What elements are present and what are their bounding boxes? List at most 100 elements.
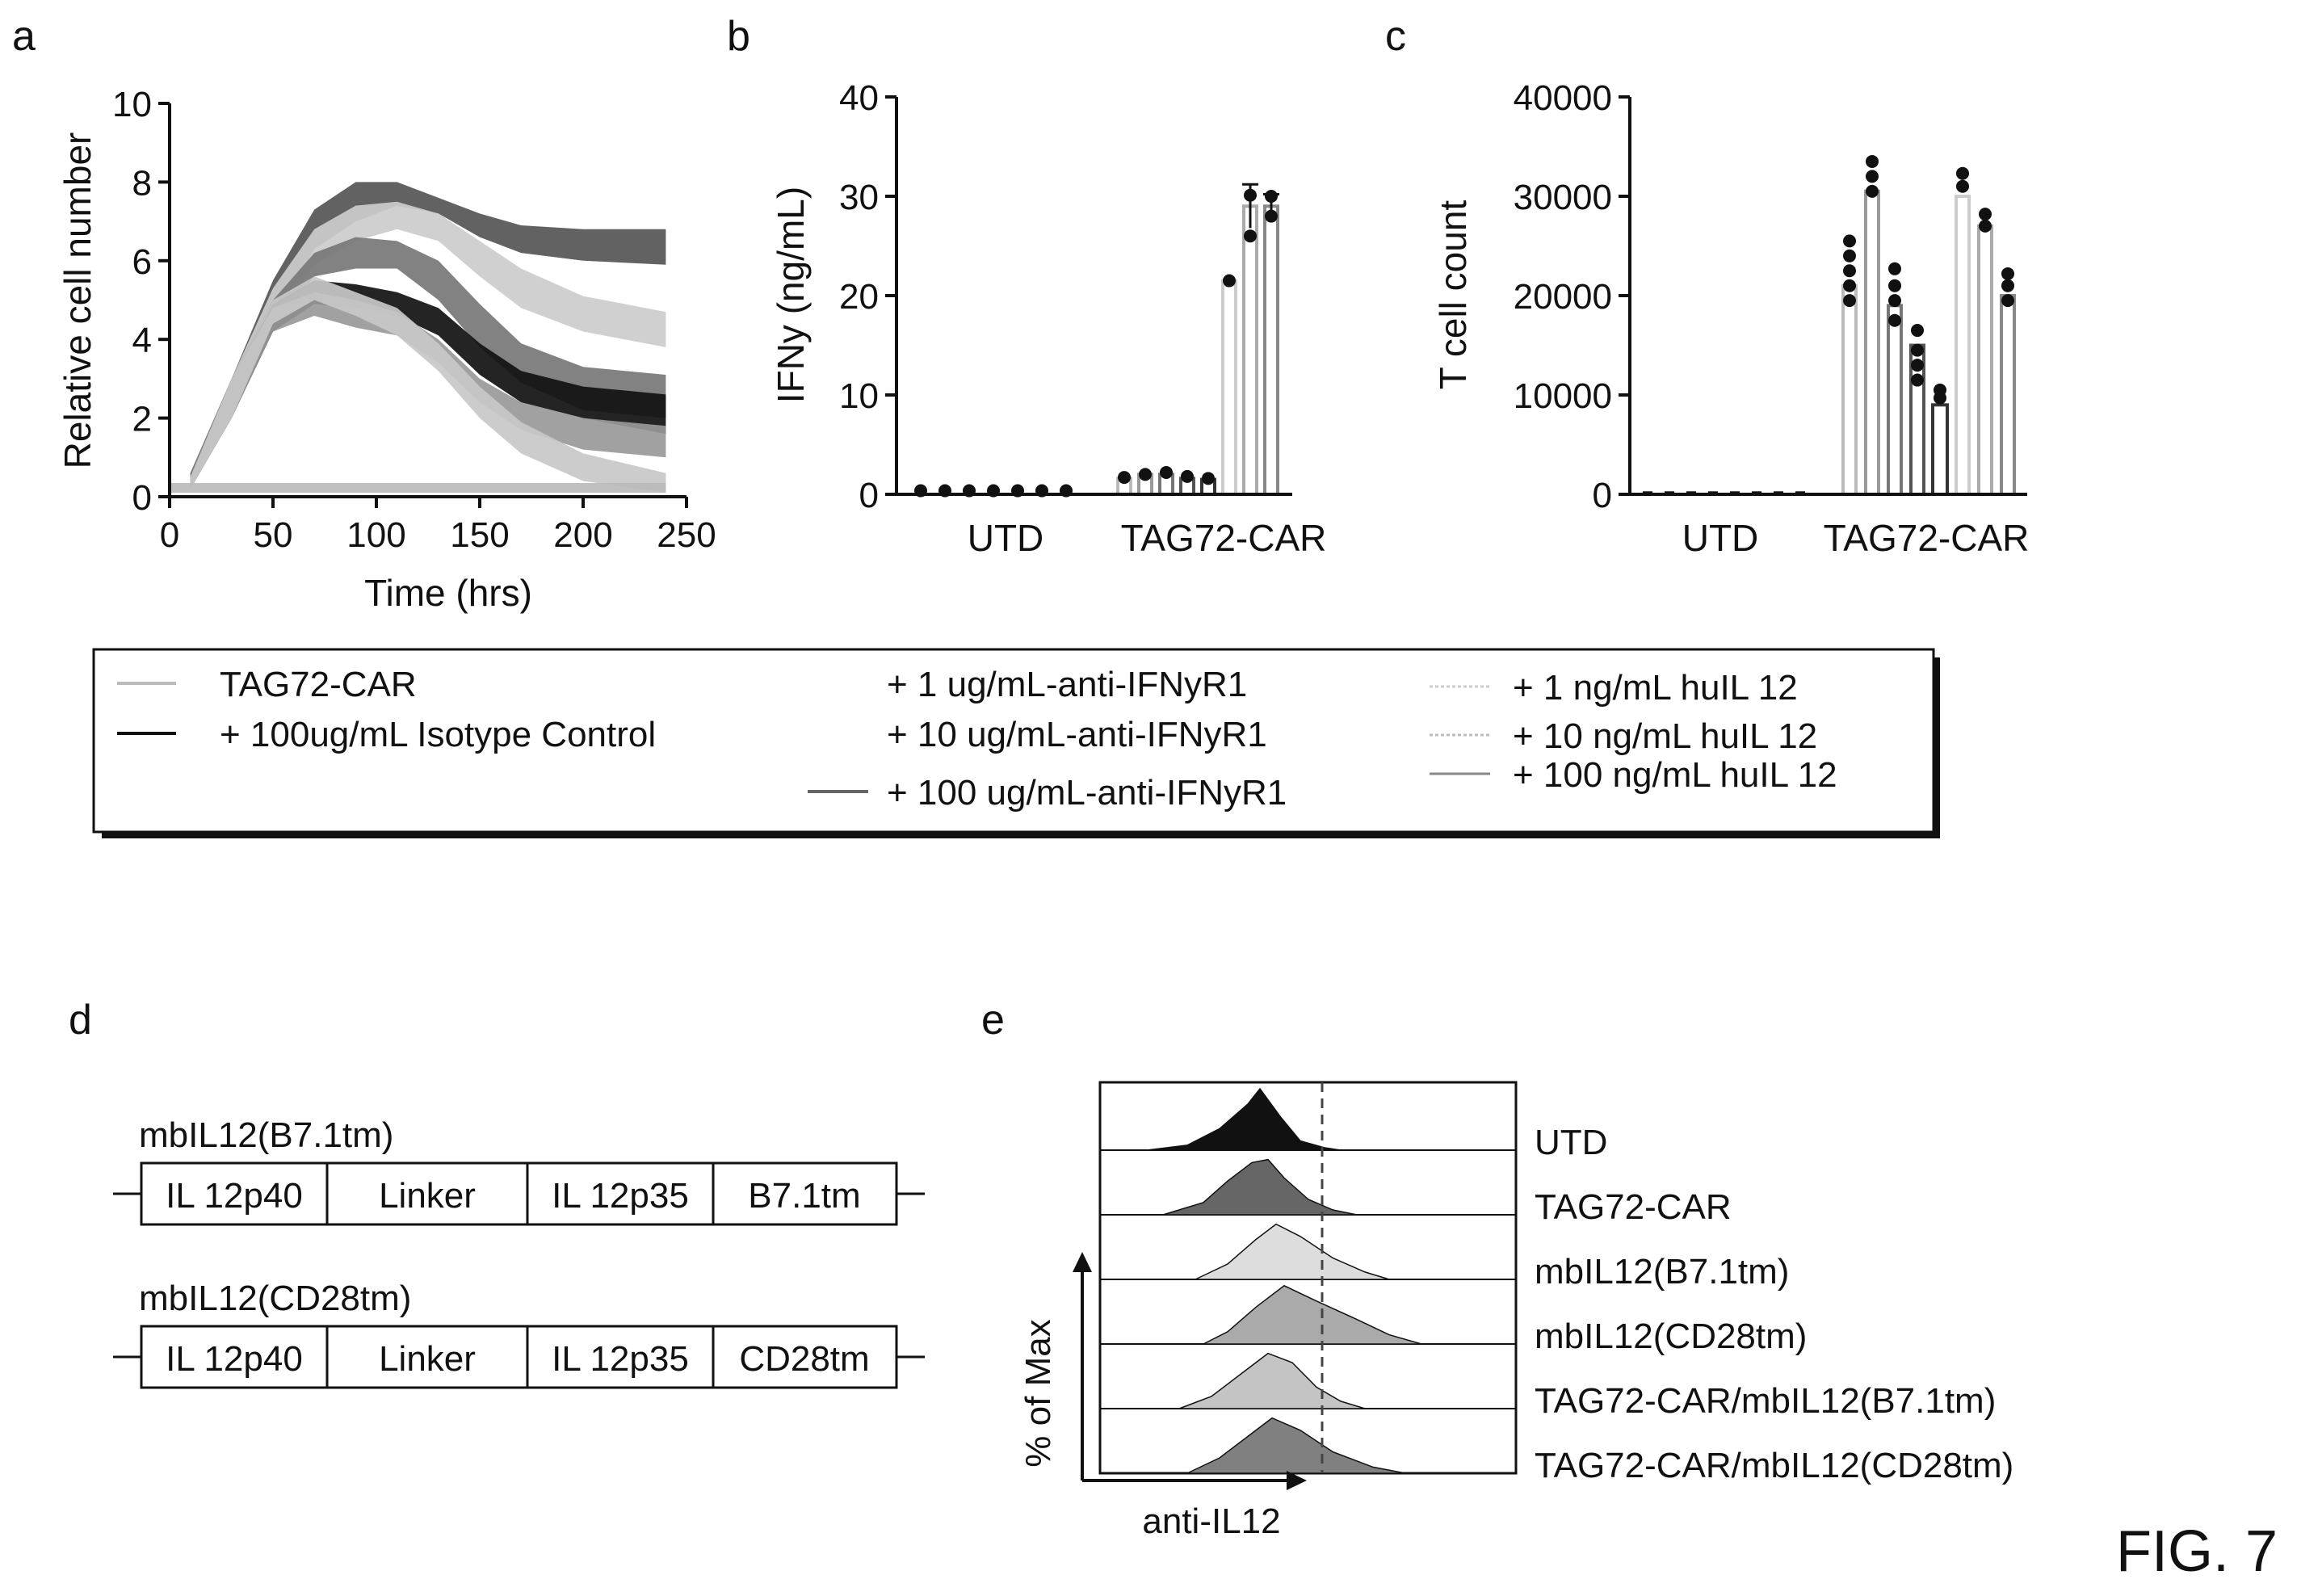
- chart-a-x-ticks: 0 50 100 150 200 250: [160, 497, 716, 555]
- chart-a-y-tick-label: 6: [132, 242, 152, 282]
- chart-c-bar-car: [1977, 224, 1993, 496]
- y-tick-label: 30: [839, 178, 879, 217]
- chart-b-point-car: [1181, 469, 1194, 483]
- chart-a-band-6: [170, 483, 666, 494]
- panel-letter-c: c: [1385, 13, 1406, 60]
- chart-e-histogram-1: [1162, 1158, 1358, 1216]
- chart-a-band-2: [190, 237, 666, 489]
- chart-a-y-tick-label: 0: [132, 478, 152, 518]
- chart-a-y-tick-label: 10: [112, 85, 152, 124]
- chart-a-y-ticks: 0 2 4 6 8 10: [112, 85, 170, 518]
- chart-b-point-car: [1223, 274, 1236, 288]
- chart-c-y-ticks: 0 10000 20000 30000 40000: [1514, 78, 1630, 515]
- panel-letter-b: b: [727, 13, 750, 60]
- chart-c-bar-car: [1931, 403, 1949, 496]
- chart-c-point-car: [1843, 279, 1856, 292]
- chart-a-y-tick-label: 2: [132, 400, 152, 439]
- chart-c-point-car: [1911, 359, 1924, 372]
- chart-e-y-label: % of Max: [1018, 1319, 1058, 1467]
- chart-b-point-car: [1265, 209, 1278, 223]
- chart-c-bars: [1643, 154, 2016, 496]
- y-tick-label: 0: [859, 476, 879, 515]
- construct-segment: IL 12p40: [166, 1339, 303, 1379]
- chart-c-point-car: [1934, 391, 1946, 405]
- chart-b-point-car: [1118, 471, 1131, 485]
- chart-c-point-car: [1979, 219, 1992, 233]
- y-tick-label: 40000: [1514, 78, 1612, 118]
- construct-segment: Linker: [379, 1339, 476, 1379]
- chart-e-row-label: mbIL12(B7.1tm): [1535, 1252, 1789, 1292]
- chart-c-bar-car: [1841, 284, 1858, 496]
- chart-e-row-label: TAG72-CAR/mbIL12(B7.1tm): [1535, 1381, 1996, 1421]
- chart-a-x-tick-label: 150: [450, 515, 509, 555]
- chart-e-x-arrowhead: [1287, 1471, 1307, 1490]
- construct-cd28tm: mbIL12(CD28tm) IL 12p40 Linker IL 12p35 …: [113, 1279, 925, 1389]
- construct-title: mbIL12(B7.1tm): [139, 1115, 393, 1155]
- chart-a-band-5: [190, 276, 666, 494]
- chart-c-point-car: [1866, 184, 1879, 198]
- chart-a-x-tick-label: 250: [657, 515, 716, 555]
- chart-c-point-car: [1888, 313, 1901, 327]
- chart-a-band-3: [190, 280, 666, 489]
- legend-item-tag72-car: TAG72-CAR: [220, 665, 417, 704]
- chart-a-x-label: Time (hrs): [364, 572, 532, 614]
- chart-e-histograms: UTD TAG72-CAR mbIL12(B7.1tm) mbIL12(CD28tm)…: [1018, 1081, 2013, 1541]
- legend-item-anti-ifnyr1-10: + 10 ug/mL-anti-IFNyR1: [887, 715, 1267, 754]
- chart-b-bar-car: [1242, 204, 1258, 497]
- chart-b-point-car: [1265, 190, 1278, 203]
- chart-c-point-car: [1911, 343, 1924, 357]
- chart-c-point-car: [1888, 262, 1901, 275]
- chart-b-bars: [914, 183, 1279, 498]
- chart-e-row-label: TAG72-CAR: [1535, 1187, 1732, 1227]
- chart-e-histogram-3: [1203, 1284, 1422, 1345]
- chart-a-y-tick-label: 4: [132, 321, 152, 360]
- panel-letter-d: d: [69, 997, 92, 1044]
- construct-title: mbIL12(CD28tm): [139, 1279, 411, 1318]
- chart-c-point-car: [1843, 234, 1856, 248]
- chart-b-group-label-car: TAG72-CAR: [1121, 517, 1327, 559]
- chart-a-x-tick-label: 200: [553, 515, 612, 555]
- chart-a-x-tick-label: 50: [254, 515, 293, 555]
- chart-e-row-labels: UTD TAG72-CAR mbIL12(B7.1tm) mbIL12(CD28tm)…: [1535, 1123, 2013, 1485]
- construct-segment: IL 12p40: [166, 1176, 303, 1216]
- construct-segment: IL 12p35: [552, 1176, 689, 1216]
- legend-box: TAG72-CAR + 100ug/mL Isotype Control + 1…: [92, 648, 1940, 838]
- construct-segment: IL 12p35: [552, 1339, 689, 1379]
- chart-c-point-car: [1956, 179, 1969, 193]
- panel-letter-a: a: [12, 13, 36, 60]
- chart-a-x-tick-label: 0: [160, 515, 179, 555]
- chart-b-point-car: [1244, 188, 1257, 202]
- y-tick-label: 10: [839, 376, 879, 416]
- panel-letter-e: e: [981, 997, 1005, 1044]
- chart-c-bar-car: [2000, 294, 2016, 496]
- chart-c-point-car: [2001, 294, 2014, 308]
- chart-c-point-car: [2001, 279, 2014, 292]
- chart-c-point-car: [1888, 294, 1901, 308]
- chart-e-histogram-0: [1146, 1087, 1342, 1151]
- chart-b-y-ticks: 0 10 20 30 40: [839, 78, 896, 515]
- chart-e-row-label: mbIL12(CD28tm): [1535, 1317, 1807, 1356]
- chart-c-point-car: [2001, 267, 2014, 280]
- chart-e-y-arrowhead: [1073, 1252, 1092, 1272]
- chart-a-y-tick-label: 8: [132, 163, 152, 203]
- chart-c-group-label-utd: UTD: [1682, 517, 1759, 559]
- chart-e-histogram-2: [1195, 1223, 1390, 1280]
- y-tick-label: 30000: [1514, 178, 1612, 217]
- chart-c-tcell-bars: 0 10000 20000 30000 40000 UTD TAG72-CAR T ce…: [1432, 78, 2029, 559]
- y-tick-label: 10000: [1514, 376, 1612, 416]
- y-tick-label: 40: [839, 78, 879, 118]
- chart-c-point-car: [1888, 279, 1901, 292]
- chart-b-point-car: [1139, 468, 1152, 481]
- chart-c-point-car: [1843, 264, 1856, 278]
- y-tick-label: 20000: [1514, 277, 1612, 317]
- y-tick-label: 0: [1593, 476, 1612, 515]
- chart-b-point-car: [1202, 472, 1215, 485]
- chart-e-x-label: anti-IL12: [1142, 1502, 1280, 1541]
- chart-c-point-car: [1843, 294, 1856, 308]
- legend-item-huil12-100: + 100 ng/mL huIL 12: [1513, 755, 1837, 795]
- chart-c-point-car: [1911, 373, 1924, 387]
- legend-item-huil12-1: + 1 ng/mL huIL 12: [1513, 668, 1798, 708]
- legend-item-anti-ifnyr1-1: + 1 ug/mL-anti-IFNyR1: [887, 665, 1247, 704]
- chart-a-growth-curves: 0 2 4 6 8 10 0 50 100 150 200 250 Time (hrs) Relat…: [57, 85, 716, 614]
